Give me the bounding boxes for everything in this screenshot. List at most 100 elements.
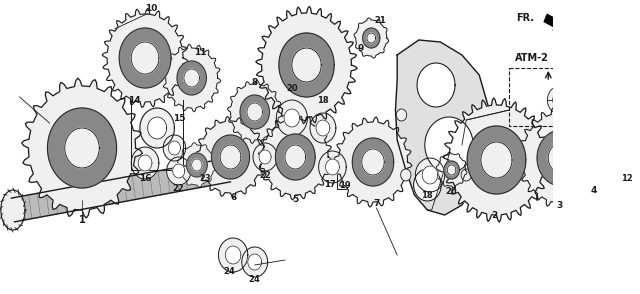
Text: 6: 6 <box>230 193 236 203</box>
Polygon shape <box>253 143 277 171</box>
Polygon shape <box>362 149 384 175</box>
Text: 24: 24 <box>249 275 260 285</box>
Polygon shape <box>186 153 207 177</box>
Polygon shape <box>396 40 488 215</box>
Polygon shape <box>218 238 248 272</box>
Text: 10: 10 <box>145 4 157 13</box>
Polygon shape <box>552 92 566 108</box>
Polygon shape <box>12 158 230 222</box>
Circle shape <box>461 169 472 181</box>
Polygon shape <box>310 113 336 143</box>
Polygon shape <box>228 81 282 143</box>
Text: 20: 20 <box>445 188 456 196</box>
Text: 11: 11 <box>194 48 207 56</box>
Polygon shape <box>334 117 412 207</box>
Polygon shape <box>544 14 563 31</box>
Polygon shape <box>256 6 357 124</box>
Polygon shape <box>436 152 467 188</box>
Polygon shape <box>619 147 633 163</box>
Text: 12: 12 <box>621 173 633 183</box>
Bar <box>509 68 587 126</box>
Polygon shape <box>481 142 512 178</box>
Text: 14: 14 <box>129 96 141 104</box>
Circle shape <box>401 169 411 181</box>
Polygon shape <box>119 28 171 88</box>
Text: 16: 16 <box>139 173 151 183</box>
Polygon shape <box>584 136 604 160</box>
Polygon shape <box>240 95 269 129</box>
Polygon shape <box>138 155 152 171</box>
Polygon shape <box>517 107 605 209</box>
Text: 8: 8 <box>252 78 258 86</box>
Polygon shape <box>276 100 307 136</box>
Polygon shape <box>326 159 339 175</box>
Text: FR.: FR. <box>516 13 534 23</box>
Polygon shape <box>547 86 572 114</box>
Polygon shape <box>173 164 185 178</box>
Polygon shape <box>212 135 250 179</box>
Polygon shape <box>279 33 334 97</box>
Polygon shape <box>422 166 438 184</box>
Polygon shape <box>352 138 394 186</box>
Polygon shape <box>548 143 574 173</box>
Polygon shape <box>102 9 188 108</box>
Polygon shape <box>467 126 526 194</box>
Polygon shape <box>184 69 200 87</box>
Text: 19: 19 <box>339 181 350 190</box>
Polygon shape <box>447 165 456 175</box>
Polygon shape <box>284 109 300 127</box>
Polygon shape <box>22 78 142 218</box>
Text: 24: 24 <box>223 268 235 276</box>
Text: 2: 2 <box>491 211 497 220</box>
Polygon shape <box>192 159 202 171</box>
Text: 22: 22 <box>173 183 184 193</box>
Text: 1: 1 <box>79 215 85 225</box>
Polygon shape <box>363 28 380 48</box>
Polygon shape <box>196 116 266 198</box>
Text: 17: 17 <box>324 180 335 188</box>
Polygon shape <box>140 108 175 148</box>
Polygon shape <box>148 117 166 139</box>
Text: 18: 18 <box>420 191 433 200</box>
Polygon shape <box>537 130 586 186</box>
Polygon shape <box>415 158 445 192</box>
Text: ATM-2: ATM-2 <box>515 53 548 63</box>
Polygon shape <box>177 143 216 187</box>
Polygon shape <box>247 103 262 121</box>
Polygon shape <box>443 98 550 222</box>
Polygon shape <box>354 18 388 58</box>
Text: 21: 21 <box>374 16 386 24</box>
Text: 13: 13 <box>639 178 640 186</box>
Polygon shape <box>275 134 315 180</box>
Polygon shape <box>316 120 330 136</box>
Polygon shape <box>131 147 159 179</box>
Polygon shape <box>248 254 262 270</box>
Polygon shape <box>225 246 241 264</box>
Polygon shape <box>166 157 191 185</box>
Polygon shape <box>285 145 306 169</box>
Text: 15: 15 <box>173 113 186 123</box>
Polygon shape <box>413 169 441 201</box>
Polygon shape <box>131 42 159 74</box>
Polygon shape <box>613 140 639 170</box>
Polygon shape <box>292 48 321 82</box>
Polygon shape <box>417 63 455 107</box>
Polygon shape <box>65 128 99 168</box>
Polygon shape <box>425 117 473 173</box>
Polygon shape <box>575 126 613 170</box>
Polygon shape <box>220 145 241 169</box>
Text: 18: 18 <box>317 96 329 104</box>
Text: 23: 23 <box>200 173 211 183</box>
Polygon shape <box>163 44 221 112</box>
Text: 3: 3 <box>556 201 563 210</box>
Polygon shape <box>319 151 346 183</box>
Bar <box>337 165 352 189</box>
Polygon shape <box>367 33 376 43</box>
Text: 5: 5 <box>292 196 298 205</box>
Polygon shape <box>561 110 627 186</box>
Text: 7: 7 <box>373 198 380 208</box>
Polygon shape <box>632 149 640 175</box>
Polygon shape <box>168 141 180 155</box>
Text: 4: 4 <box>591 186 597 195</box>
Polygon shape <box>242 247 268 277</box>
